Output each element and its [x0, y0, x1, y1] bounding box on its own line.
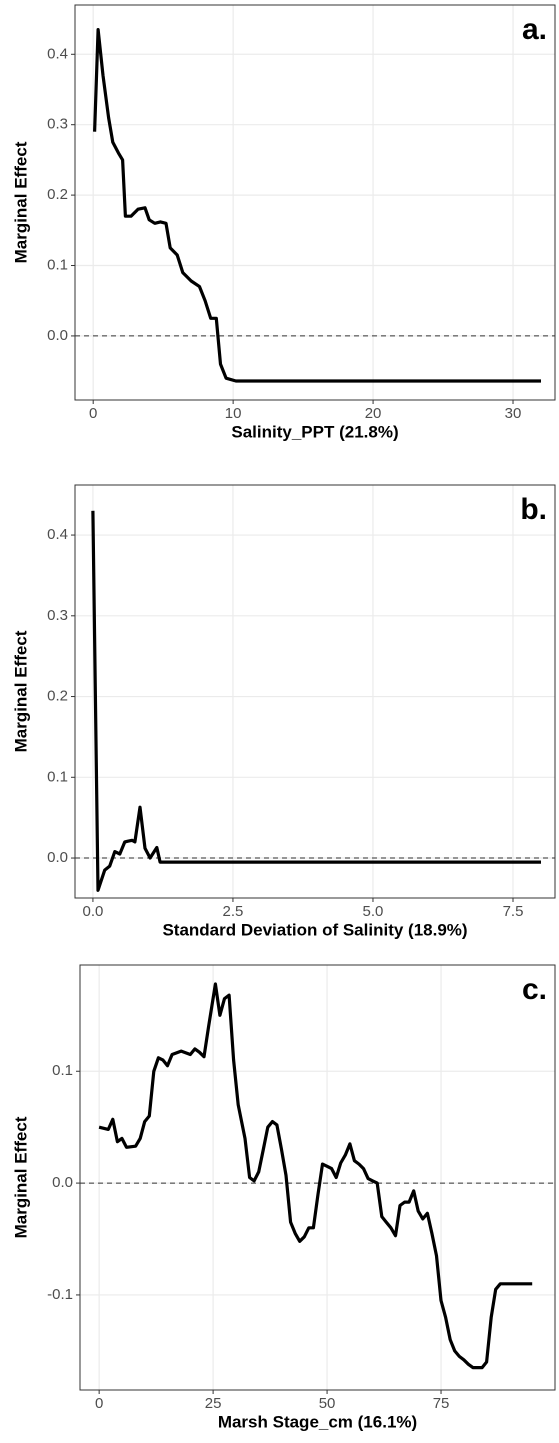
y-axis-title: Marginal Effect — [11, 1116, 30, 1238]
x-axis-title: Salinity_PPT (21.8%) — [231, 422, 398, 441]
panel-label: a. — [522, 13, 547, 46]
data-line — [98, 982, 533, 1370]
panel-border — [74, 4, 556, 401]
x-tick-label: 5.0 — [363, 903, 384, 920]
y-axis-title: Marginal Effect — [11, 630, 30, 752]
y-tick-label: 0.3 — [47, 607, 68, 624]
x-tick-label: 2.5 — [223, 903, 244, 920]
x-tick-label: 30 — [505, 405, 522, 422]
y-tick-label: 0.0 — [47, 849, 68, 866]
panel-label: c. — [522, 973, 547, 1006]
x-tick-label: 0.0 — [82, 903, 103, 920]
x-tick-label: 50 — [319, 1395, 336, 1412]
y-tick-label: 0.2 — [47, 688, 68, 705]
x-tick-label: 75 — [433, 1395, 450, 1412]
x-axis-title: Standard Deviation of Salinity (18.9%) — [162, 920, 467, 939]
y-tick-label: 0.1 — [47, 256, 68, 273]
panel-border — [79, 964, 556, 1391]
data-line — [91, 510, 541, 892]
x-tick-label: 7.5 — [503, 903, 524, 920]
x-tick-label: 0 — [95, 1395, 103, 1412]
y-tick-label: -0.1 — [47, 1286, 73, 1303]
y-tick-label: 0.4 — [47, 526, 68, 543]
y-tick-label: 0.2 — [47, 186, 68, 203]
y-tick-label: 0.0 — [52, 1174, 73, 1191]
y-axis-title: Marginal Effect — [11, 141, 30, 263]
y-tick-label: 0.1 — [52, 1062, 73, 1079]
panel-border — [74, 484, 556, 899]
y-tick-label: 0.4 — [47, 45, 68, 62]
y-tick-label: 0.3 — [47, 116, 68, 133]
x-axis-title: Marsh Stage_cm (16.1%) — [218, 1412, 417, 1431]
y-tick-label: 0.1 — [47, 768, 68, 785]
x-tick-label: 20 — [365, 405, 382, 422]
y-tick-label: 0.0 — [47, 327, 68, 344]
x-tick-label: 10 — [225, 405, 242, 422]
x-tick-label: 25 — [205, 1395, 222, 1412]
data-line — [93, 28, 541, 383]
x-tick-label: 0 — [89, 405, 97, 422]
panel-label: b. — [520, 493, 547, 526]
